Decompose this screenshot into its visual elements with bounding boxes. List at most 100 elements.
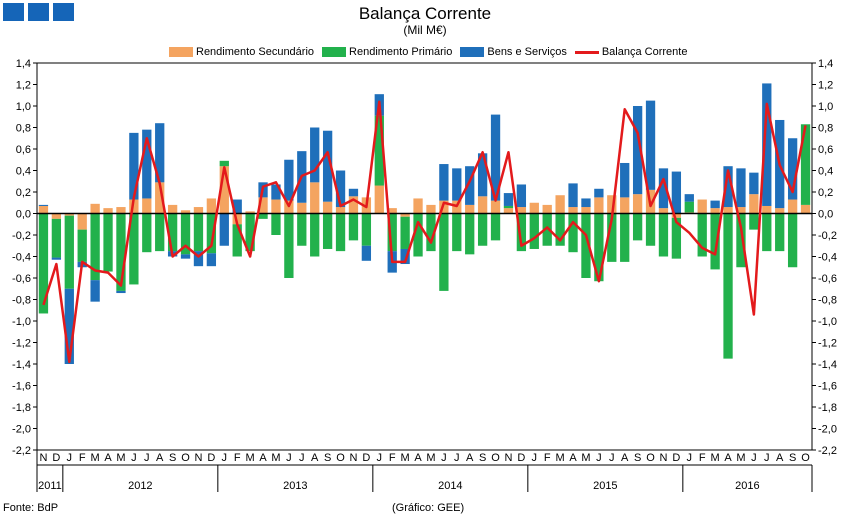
x-tick-label: A: [776, 452, 784, 464]
bar-bens: [206, 253, 217, 267]
bar-secundario: [658, 208, 669, 214]
x-tick-label: N: [504, 452, 512, 464]
bar-primario: [503, 205, 514, 209]
x-tick-label: M: [91, 452, 100, 464]
corner-block-2: [28, 3, 49, 21]
y-tick-label-right: -2,2: [818, 445, 837, 457]
bar-secundario: [129, 199, 139, 214]
bar-bens: [465, 166, 475, 205]
x-tick-label: F: [544, 452, 551, 464]
bar-bens: [723, 166, 733, 208]
y-tick-label-right: 0,0: [818, 209, 833, 221]
y-tick-label-left: -1,8: [12, 402, 31, 414]
x-tick-label: J: [131, 452, 137, 464]
plot-frame: [36, 62, 813, 451]
bar-primario: [206, 213, 217, 254]
bar-secundario: [271, 199, 281, 214]
x-tick-label: F: [389, 452, 396, 464]
x-tick-label: J: [67, 452, 73, 464]
year-label: 2012: [128, 480, 152, 492]
corner-block-3: [53, 3, 74, 21]
bar-primario: [465, 213, 475, 255]
bar-primario: [477, 213, 488, 246]
bar-primario: [167, 213, 178, 252]
x-tick-label: A: [621, 452, 629, 464]
x-tick-label: M: [556, 452, 565, 464]
bar-primario: [103, 213, 113, 272]
bar-bens: [193, 251, 204, 267]
y-tick-label-right: -0,6: [818, 273, 837, 285]
y-tick-label-left: -1,6: [12, 381, 31, 393]
y-tick-label-right: 1,4: [818, 58, 833, 70]
x-tick-label: M: [401, 452, 410, 464]
bar-secundario: [155, 182, 165, 214]
bar-secundario: [749, 194, 759, 214]
bar-bens: [477, 153, 488, 197]
y-tick-label-right: 1,0: [818, 101, 833, 113]
bar-bens: [142, 129, 152, 199]
bar-bens: [632, 106, 643, 195]
bar-primario: [658, 213, 669, 257]
line-balanca-corrente: [42, 100, 807, 364]
bar-primario: [387, 213, 397, 252]
x-tick-label: A: [156, 452, 164, 464]
y-tick-label-left: 1,4: [16, 58, 31, 70]
y-tick-label-right: -1,4: [818, 359, 837, 371]
x-tick-label: A: [259, 452, 267, 464]
y-tick-label-right: -1,0: [818, 316, 837, 328]
x-tick-label: N: [659, 452, 667, 464]
bar-bens: [684, 194, 694, 202]
bar-primario: [271, 213, 281, 235]
bar-primario: [516, 213, 527, 252]
bar-primario: [219, 160, 229, 167]
bar-primario: [426, 213, 436, 252]
bar-bens: [310, 127, 320, 183]
bar-primario: [90, 213, 100, 281]
legend-item-balanca: Balança Corrente: [574, 45, 687, 59]
y-tick-label-right: -1,6: [818, 381, 837, 393]
x-tick-label: J: [596, 452, 602, 464]
bar-primario: [310, 213, 320, 257]
x-tick-label: J: [377, 452, 383, 464]
bar-secundario: [762, 205, 772, 214]
x-tick-label: M: [116, 452, 125, 464]
bar-secundario: [787, 199, 798, 214]
bar-primario: [348, 213, 359, 241]
bar-secundario: [607, 195, 617, 214]
y-tick-label-left: 0,2: [16, 187, 31, 199]
bar-secundario: [426, 204, 436, 214]
bar-secundario: [413, 198, 423, 214]
x-tick-label: O: [181, 452, 190, 464]
y-tick-label-left: 1,2: [16, 80, 31, 92]
x-tick-label: A: [466, 452, 474, 464]
bar-bens: [335, 170, 346, 208]
y-tick-label-right: -1,8: [818, 402, 837, 414]
x-tick-label: S: [479, 452, 486, 464]
bar-primario: [258, 213, 268, 219]
x-tick-label: J: [299, 452, 305, 464]
bar-primario: [64, 215, 74, 289]
bar-secundario: [51, 213, 62, 219]
x-tick-label: F: [79, 452, 86, 464]
x-tick-label: J: [609, 452, 615, 464]
bar-secundario: [503, 208, 514, 214]
x-tick-label: M: [581, 452, 590, 464]
x-tick-label: M: [246, 452, 255, 464]
x-tick-label: A: [569, 452, 577, 464]
bar-primario: [775, 213, 785, 252]
bar-bens: [38, 204, 49, 206]
bar-primario: [723, 213, 733, 359]
bar-bens: [129, 132, 139, 200]
x-tick-label: S: [634, 452, 641, 464]
bar-primario: [116, 213, 126, 291]
bar-secundario: [568, 207, 578, 214]
y-tick-label-left: -1,2: [12, 338, 31, 350]
bar-bens: [322, 130, 333, 202]
bar-primario: [490, 213, 501, 241]
bar-secundario: [439, 200, 449, 214]
x-tick-label: D: [672, 452, 680, 464]
x-tick-label: N: [194, 452, 202, 464]
bar-primario: [671, 217, 682, 259]
bar-secundario: [180, 210, 191, 214]
bar-secundario: [581, 207, 591, 214]
